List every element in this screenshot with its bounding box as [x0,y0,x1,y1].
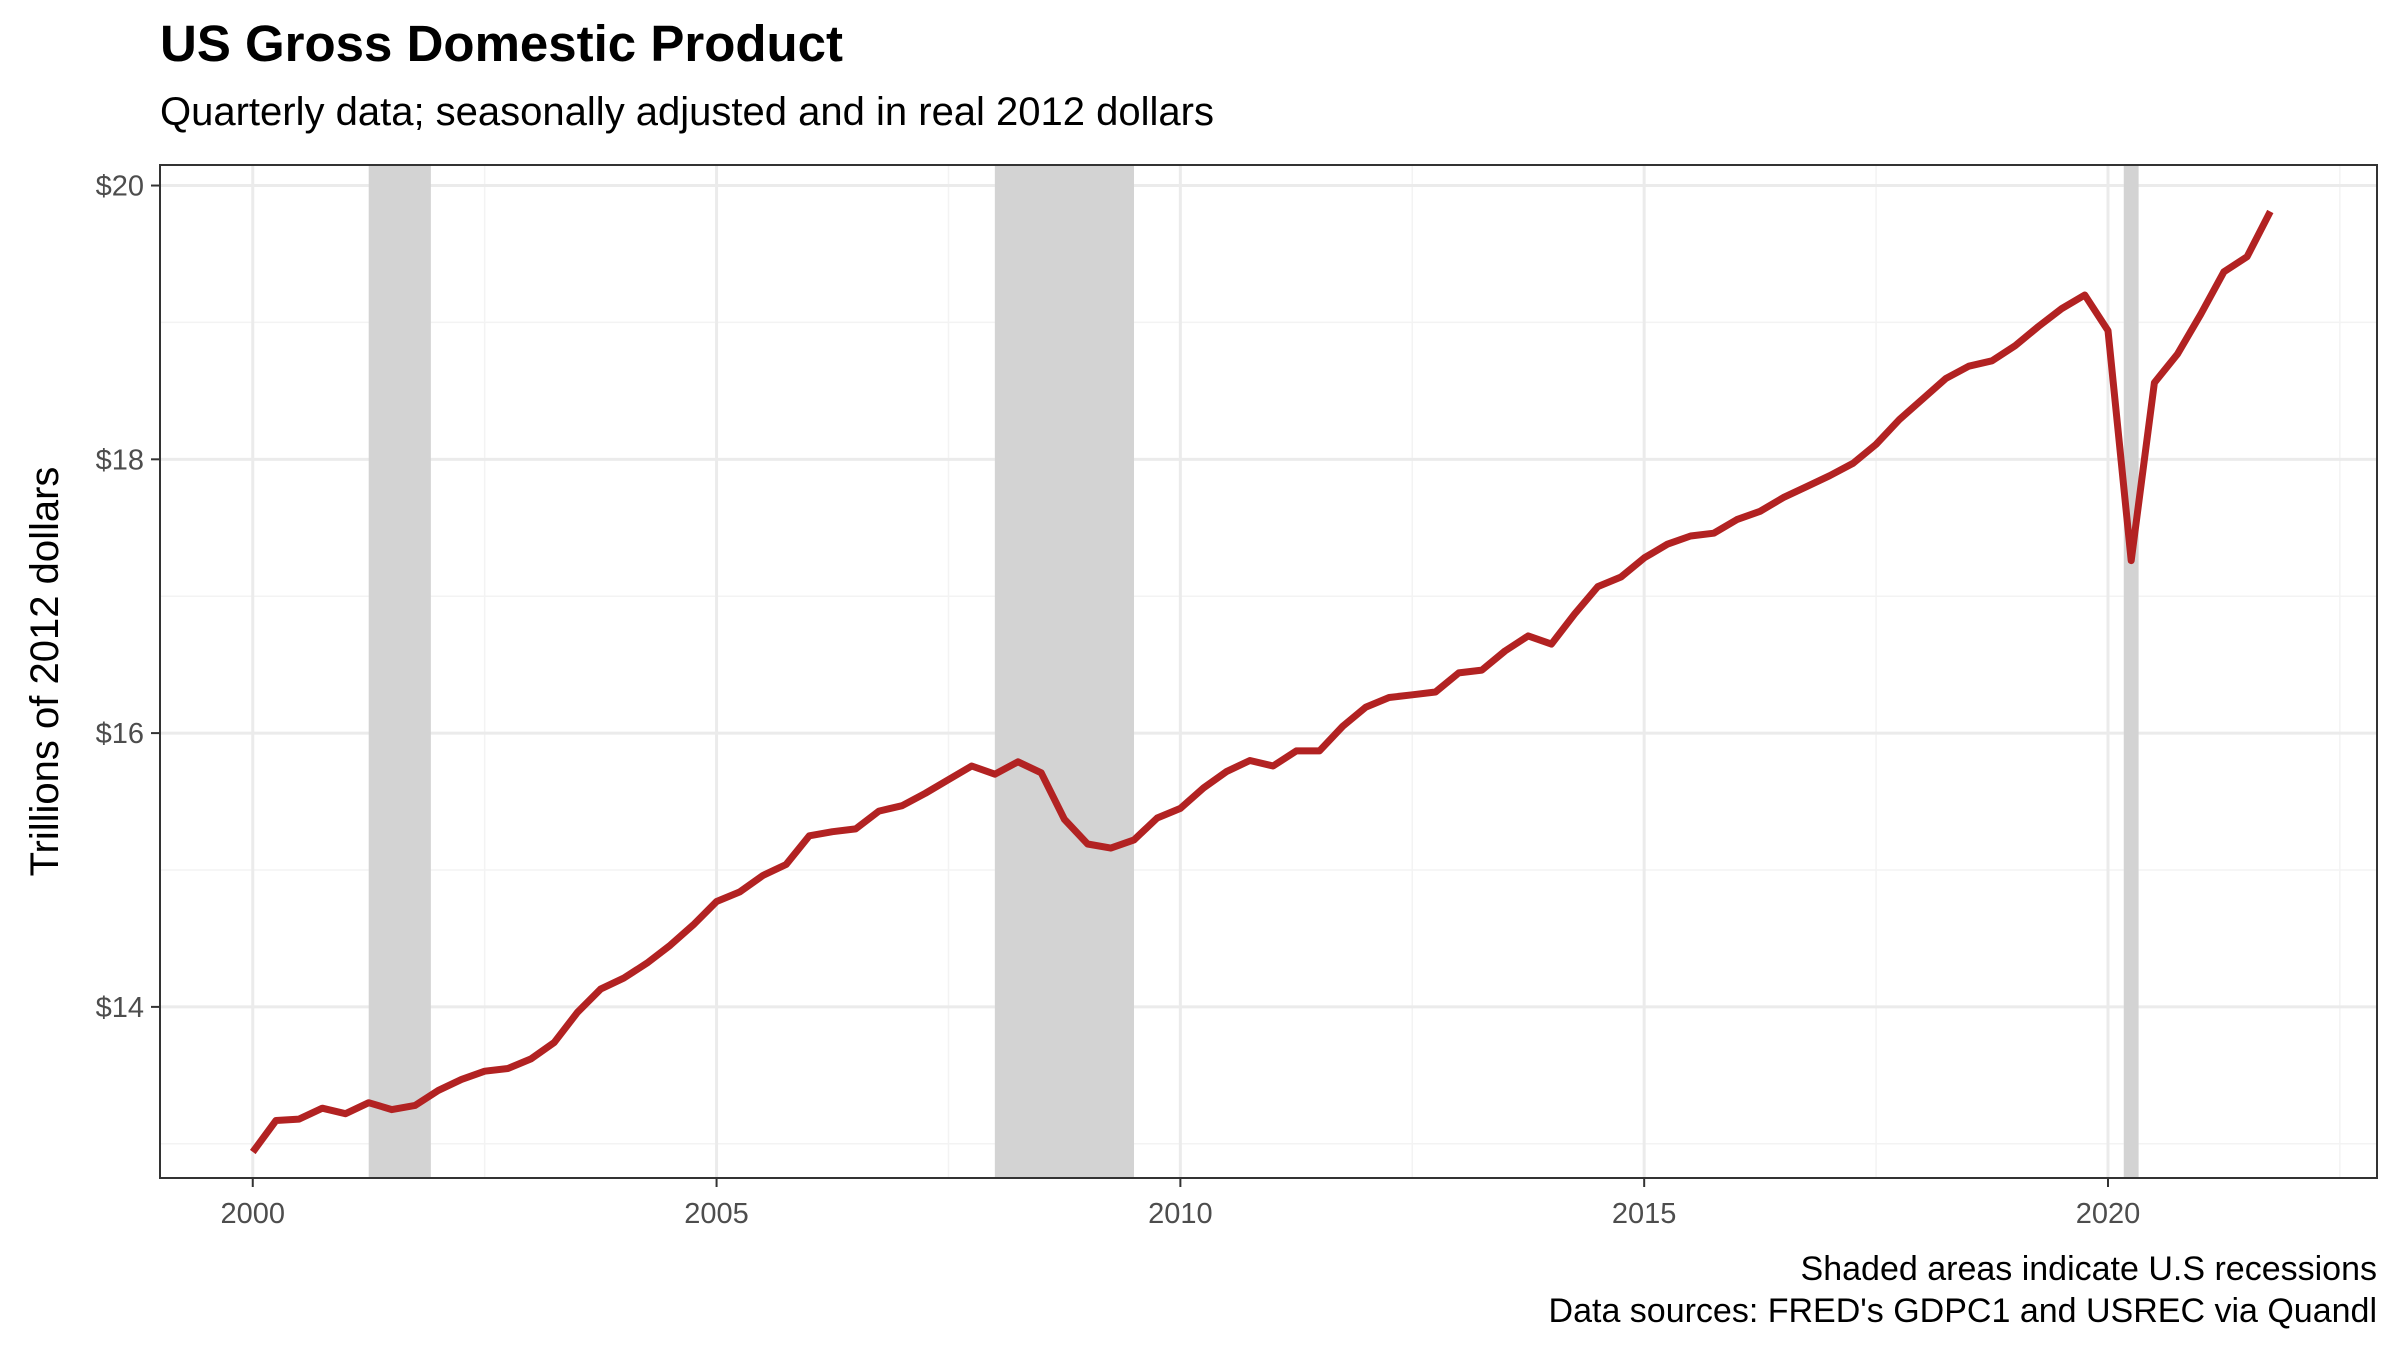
recession-band [368,165,431,1178]
y-tick-label: $18 [96,444,144,476]
x-axis: 2000 2005 2010 2015 2020 [221,1178,2141,1230]
plot-border [159,164,2378,1179]
caption-data-sources: Data sources: FRED's GDPC1 and USREC via… [1548,1292,2377,1330]
series-line-group [249,209,2274,1155]
y-tick-label: $20 [96,171,144,203]
x-tick-label: 2015 [1612,1198,1677,1230]
chart-subtitle: Quarterly data; seasonally adjusted and … [160,90,1214,134]
recession-shading [368,165,2139,1178]
major-gridlines [160,165,2377,1178]
recession-band [2123,165,2139,1178]
y-axis: $14 $16 $18 $20 [96,171,160,1024]
x-tick-label: 2020 [2076,1198,2141,1230]
x-tick-label: 2005 [684,1198,749,1230]
recession-band [994,165,1134,1178]
gdp-series-line [249,209,2274,1155]
y-axis-title: Trillions of 2012 dollars [23,467,67,877]
x-tick-label: 2010 [1148,1198,1213,1230]
minor-gridlines [160,165,2377,1178]
x-tick-label: 2000 [221,1198,286,1230]
caption-recessions-note: Shaded areas indicate U.S recessions [1800,1250,2377,1288]
chart-title: US Gross Domestic Product [160,15,843,72]
y-tick-label: $16 [96,718,144,750]
plot-panel [160,165,2377,1178]
y-tick-label: $14 [96,992,144,1024]
